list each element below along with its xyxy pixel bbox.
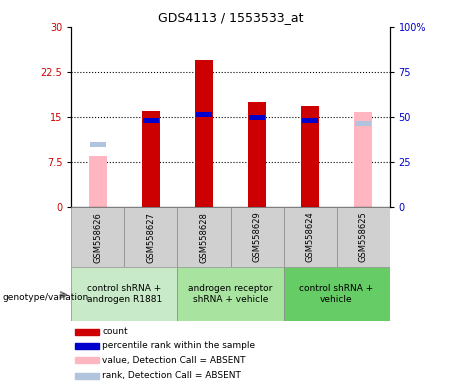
Bar bbox=[195, 60, 213, 207]
Bar bbox=[143, 118, 159, 122]
Bar bbox=[71, 207, 124, 267]
Bar bbox=[354, 112, 372, 207]
Bar bbox=[302, 118, 318, 122]
Bar bbox=[75, 329, 99, 334]
Bar bbox=[124, 207, 177, 267]
Bar bbox=[284, 267, 390, 321]
Bar bbox=[177, 267, 284, 321]
Text: rank, Detection Call = ABSENT: rank, Detection Call = ABSENT bbox=[102, 371, 241, 380]
Text: GSM558627: GSM558627 bbox=[147, 212, 155, 263]
Text: GSM558626: GSM558626 bbox=[94, 212, 102, 263]
Text: control shRNA +
androgen R1881: control shRNA + androgen R1881 bbox=[87, 284, 162, 304]
Text: GSM558628: GSM558628 bbox=[200, 212, 208, 263]
Bar bbox=[177, 207, 230, 267]
Text: GSM558629: GSM558629 bbox=[253, 212, 261, 263]
Bar bbox=[248, 102, 266, 207]
Bar bbox=[249, 115, 265, 119]
Text: androgen receptor
shRNA + vehicle: androgen receptor shRNA + vehicle bbox=[188, 284, 273, 304]
Bar bbox=[89, 156, 107, 207]
Text: GSM558624: GSM558624 bbox=[306, 212, 314, 263]
Bar bbox=[196, 112, 212, 116]
Bar bbox=[230, 207, 284, 267]
Text: control shRNA +
vehicle: control shRNA + vehicle bbox=[299, 284, 374, 304]
Bar bbox=[71, 267, 177, 321]
Text: count: count bbox=[102, 327, 128, 336]
Bar bbox=[284, 207, 337, 267]
Bar bbox=[142, 111, 160, 207]
Text: genotype/variation: genotype/variation bbox=[2, 293, 89, 302]
Bar bbox=[75, 373, 99, 379]
Bar bbox=[75, 343, 99, 349]
Text: GSM558625: GSM558625 bbox=[359, 212, 367, 263]
Bar bbox=[337, 207, 390, 267]
Title: GDS4113 / 1553533_at: GDS4113 / 1553533_at bbox=[158, 11, 303, 24]
Bar bbox=[301, 106, 319, 207]
Bar bbox=[75, 357, 99, 363]
Text: value, Detection Call = ABSENT: value, Detection Call = ABSENT bbox=[102, 356, 246, 365]
Bar bbox=[90, 142, 106, 147]
Bar bbox=[355, 121, 371, 126]
Text: percentile rank within the sample: percentile rank within the sample bbox=[102, 341, 255, 351]
